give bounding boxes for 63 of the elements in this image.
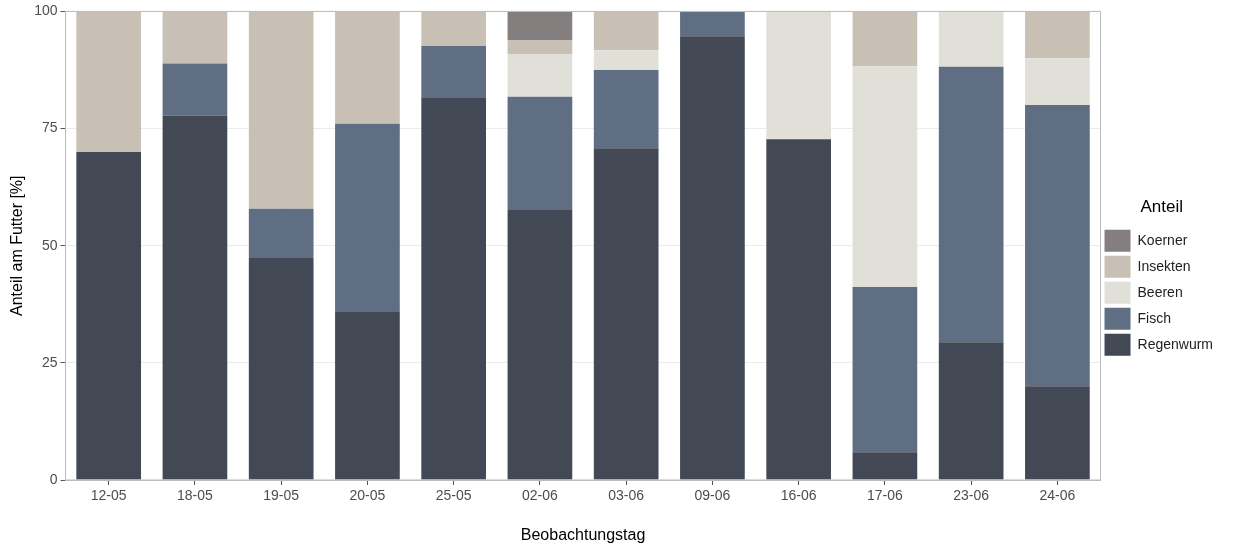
bar — [335, 123, 400, 312]
bar — [593, 50, 659, 70]
bar — [421, 98, 487, 480]
bar — [335, 311, 400, 480]
bar — [507, 210, 573, 480]
y-axis-title: Anteil am Futter [%] — [8, 175, 26, 316]
bar — [76, 151, 142, 480]
bar — [335, 11, 400, 124]
bar — [593, 148, 659, 480]
bar — [852, 11, 918, 67]
x-tick-label: 03-06 — [608, 487, 645, 504]
x-tick-label: 17-06 — [867, 487, 904, 504]
bar — [593, 11, 659, 51]
x-tick-label: 16-06 — [780, 487, 817, 504]
bar — [507, 39, 573, 55]
x-tick-label: 19-05 — [263, 487, 300, 504]
bar — [1025, 386, 1090, 480]
legend-label: Fisch — [1137, 309, 1171, 326]
bar — [1025, 11, 1090, 59]
x-tick-label: 12-05 — [90, 487, 127, 504]
bar — [248, 11, 314, 209]
bar — [852, 286, 918, 453]
bar — [938, 66, 1004, 343]
y-tick-label: 75 — [41, 119, 58, 136]
legend-label: Regenwurm — [1137, 335, 1214, 352]
bar — [938, 342, 1004, 480]
bar — [162, 11, 228, 64]
x-tick-label: 25-05 — [435, 487, 472, 504]
y-tick-label: 25 — [41, 353, 58, 370]
x-tick-label: 09-06 — [694, 487, 731, 504]
x-tick-label: 02-06 — [522, 487, 559, 504]
bar — [852, 66, 918, 287]
bar — [248, 208, 314, 258]
bar — [76, 11, 142, 152]
bar — [162, 115, 228, 480]
bar — [1025, 58, 1090, 106]
bar — [421, 46, 487, 99]
y-tick-label: 100 — [34, 2, 58, 19]
y-tick-label: 0 — [49, 470, 58, 487]
legend-label: Beeren — [1137, 283, 1183, 300]
legend-title: Anteil — [1140, 197, 1184, 217]
bar — [248, 257, 314, 480]
bar — [162, 63, 228, 116]
legend-label: Koerner — [1137, 231, 1188, 248]
bar — [680, 11, 745, 37]
x-tick-label: 20-05 — [349, 487, 386, 504]
x-tick-label: 24-06 — [1039, 487, 1076, 504]
x-axis-title: Beobachtungstag — [520, 525, 646, 543]
bar — [507, 54, 573, 97]
bar — [938, 11, 1004, 67]
legend-label: Insekten — [1137, 257, 1191, 274]
bar — [1025, 105, 1090, 387]
bar — [852, 452, 918, 480]
y-tick-label: 50 — [41, 236, 58, 253]
x-tick-label: 23-06 — [953, 487, 990, 504]
bar — [593, 69, 659, 149]
x-tick-label: 18-05 — [177, 487, 214, 504]
bar — [766, 11, 831, 140]
bar — [507, 11, 573, 40]
bar — [680, 36, 745, 480]
bar — [507, 96, 573, 211]
bar — [421, 11, 487, 47]
bar — [766, 139, 831, 480]
